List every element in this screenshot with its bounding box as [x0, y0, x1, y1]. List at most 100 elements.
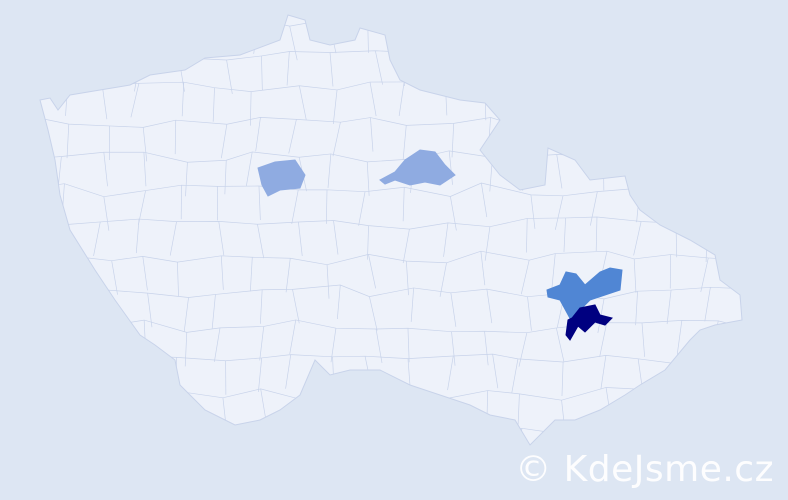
district-border	[246, 151, 253, 187]
district-border	[551, 253, 556, 288]
region-highlight[interactable]	[379, 149, 456, 186]
district-border	[224, 160, 227, 195]
region-highlight[interactable]	[565, 304, 613, 341]
district-border	[635, 59, 641, 94]
district-border	[450, 421, 457, 445]
district-border	[299, 85, 307, 120]
district-border	[751, 23, 753, 57]
district-border	[707, 47, 710, 82]
district-border	[488, 431, 496, 445]
region-highlight[interactable]	[257, 159, 306, 197]
district-border	[753, 388, 756, 422]
district-border	[135, 219, 140, 254]
district-border	[595, 216, 598, 252]
district-border	[257, 224, 265, 259]
district-border	[105, 427, 111, 445]
district-border	[369, 82, 377, 117]
district-border	[528, 88, 531, 123]
region-highlight[interactable]	[546, 267, 623, 323]
district-border	[358, 191, 366, 226]
district-border	[708, 192, 717, 227]
district-border	[292, 289, 300, 324]
district-border	[183, 297, 189, 332]
district-border	[259, 326, 265, 361]
district-border	[333, 220, 339, 255]
district-border	[407, 328, 410, 363]
district-border	[638, 389, 645, 424]
district-border	[27, 400, 32, 434]
district-border	[406, 261, 409, 296]
district-border	[366, 161, 370, 196]
district-border	[526, 218, 528, 253]
district-border	[511, 358, 519, 393]
district-border	[332, 89, 338, 124]
district-border	[40, 386, 742, 401]
district-border	[518, 332, 528, 367]
district-border	[450, 292, 457, 327]
district-border	[446, 48, 456, 83]
district-border	[143, 152, 147, 187]
district-border	[258, 357, 263, 392]
district-border	[367, 225, 369, 260]
district-border	[101, 53, 106, 88]
district-border	[641, 322, 645, 357]
district-border	[410, 287, 414, 322]
district-border	[260, 289, 263, 324]
district-border	[439, 262, 447, 297]
district-border	[480, 17, 488, 52]
district-border	[296, 427, 303, 445]
district-border	[326, 264, 330, 299]
district-border	[480, 182, 488, 218]
district-border	[679, 364, 684, 399]
district-border	[633, 258, 637, 293]
district-border	[750, 155, 757, 189]
district-border	[445, 398, 447, 433]
district-border	[402, 187, 405, 222]
district-border	[40, 319, 742, 334]
district-border	[101, 85, 108, 120]
district-border	[136, 355, 140, 390]
district-border	[639, 18, 644, 53]
district-border	[716, 161, 718, 196]
district-border	[144, 430, 146, 445]
district-border	[210, 22, 217, 57]
district-border	[757, 330, 762, 364]
district-border	[522, 127, 525, 162]
district-border	[214, 327, 221, 362]
district-border	[28, 320, 31, 354]
district-border	[327, 153, 332, 188]
district-border	[378, 427, 387, 445]
district-border	[255, 117, 261, 152]
district-border	[30, 360, 33, 394]
district-border	[286, 51, 290, 86]
district-border	[590, 191, 598, 226]
district-border	[62, 255, 65, 290]
district-border	[35, 52, 36, 86]
district-border	[294, 398, 297, 433]
district-border	[288, 119, 297, 154]
district-border	[594, 56, 599, 91]
district-border	[337, 284, 341, 320]
district-border	[147, 293, 153, 328]
district-border	[368, 254, 376, 289]
watermark: © KdeJsme.cz	[515, 449, 774, 490]
district-border	[492, 354, 499, 389]
district-border	[563, 217, 566, 252]
district-border	[27, 430, 28, 464]
district-border	[443, 222, 449, 257]
district-border	[218, 221, 225, 256]
district-border	[56, 363, 63, 398]
district-border	[29, 116, 37, 150]
district-border	[177, 262, 179, 297]
district-border	[99, 25, 102, 60]
district-border	[185, 162, 188, 197]
district-border	[402, 125, 407, 160]
district-border	[285, 354, 292, 389]
district-border	[556, 93, 560, 128]
district-border	[746, 185, 749, 219]
district-border	[261, 55, 263, 90]
district-border	[60, 424, 69, 445]
district-border	[666, 290, 672, 325]
district-border	[758, 362, 765, 396]
district-border	[748, 228, 755, 262]
